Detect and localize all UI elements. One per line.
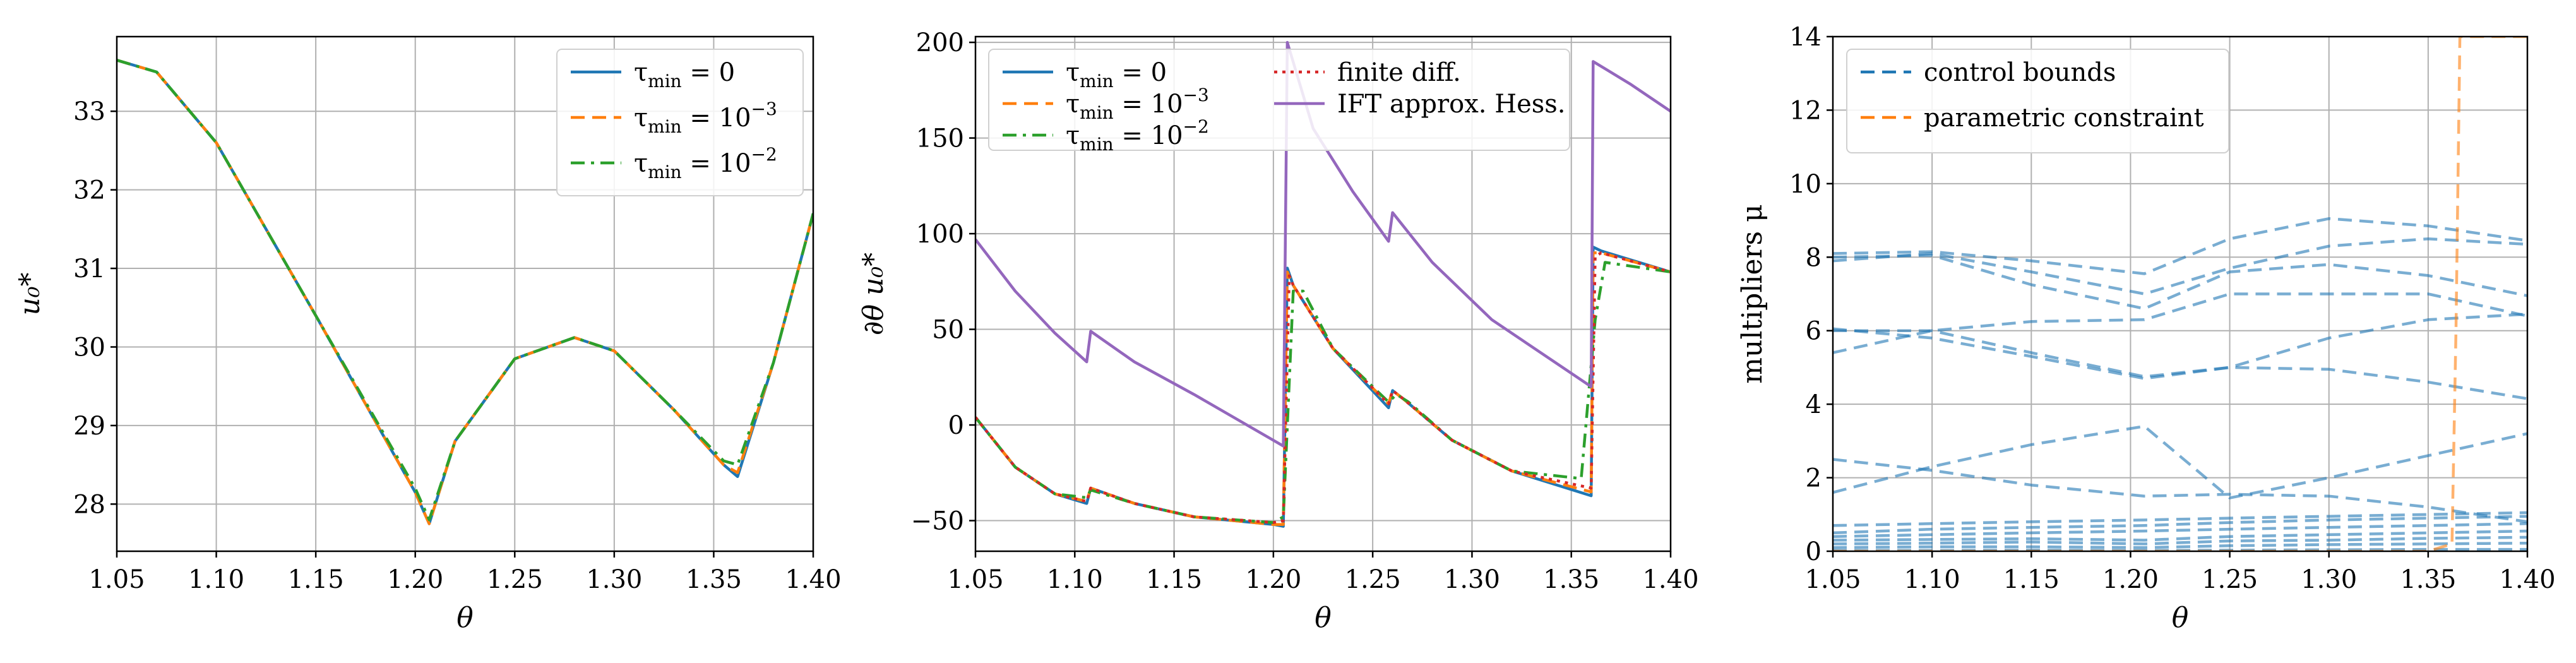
y-tick-label: 0: [948, 411, 964, 440]
y-tick-label: 32: [73, 176, 105, 205]
y-tick-label: 150: [916, 124, 964, 153]
axes-frame: [974, 35, 1672, 552]
y-tick-label: 10: [1789, 170, 1822, 199]
legend-label: finite diff.: [1337, 58, 1461, 87]
x-tick-label: 1.05: [88, 565, 145, 594]
series-line-3: [117, 59, 813, 522]
legend-label: τmin = 10−2: [634, 144, 777, 182]
series-line-2: [1833, 237, 2527, 296]
x-tick-label: 1.30: [586, 565, 642, 594]
x-tick-label: 1.35: [2400, 565, 2456, 594]
x-tick-label: 1.35: [1543, 565, 1599, 594]
series-line-5: [1833, 313, 2527, 380]
legend-label: τmin = 10−3: [634, 99, 777, 137]
y-tick-label: 31: [73, 254, 105, 284]
x-tick-label: 1.10: [188, 565, 244, 594]
x-tick-label: 1.25: [487, 565, 543, 594]
legend-box: [988, 49, 1570, 151]
series-line-8: [1833, 458, 2527, 523]
series-group: [117, 59, 813, 525]
panel-2: 1.05 1.10 1.15 1.20 1.25 1.30 1.35 1.40 −50 0 50 10…: [857, 28, 1699, 634]
x-axis-label: θ: [1315, 602, 1332, 634]
y-tick-label: 30: [73, 333, 105, 362]
series-line-2: [975, 251, 1671, 526]
y-tick-label: 28: [73, 490, 105, 519]
series-line-12: [1833, 529, 2527, 542]
y-tick-label: 200: [916, 28, 964, 57]
legend-label: τmin = 0: [634, 58, 735, 92]
series-line-6: [1833, 329, 2527, 400]
x-tick-label: 1.05: [947, 565, 1003, 594]
series-line-3: [975, 261, 1671, 524]
series-line-1: [1833, 217, 2527, 275]
panel-3: 1.05 1.10 1.15 1.20 1.25 1.30 1.35 1.40 0 2 4 6 8 10 1…: [1736, 23, 2556, 634]
y-tick-label: 4: [1806, 390, 1822, 419]
x-tick-label: 1.30: [1444, 565, 1500, 594]
x-tick-label: 1.35: [686, 565, 742, 594]
x-tick-label: 1.15: [2003, 565, 2060, 594]
y-tick-label: 2: [1806, 464, 1822, 493]
x-tick-label: 1.20: [1245, 565, 1301, 594]
x-tick-label: 1.20: [387, 565, 443, 594]
series-line-7: [1833, 424, 2527, 499]
series-line-10: [1833, 515, 2527, 535]
y-tick-label: 6: [1806, 317, 1822, 346]
legend: τmin = 0 τmin = 10−3 τmin = 10−2: [556, 49, 804, 196]
x-tick-label: 1.15: [1146, 565, 1202, 594]
series-line-3: [1833, 254, 2527, 311]
legend-box: [556, 49, 804, 196]
y-tick-label: 14: [1789, 23, 1822, 52]
y-axis-label: ∂θ u₀*: [857, 253, 890, 335]
panel-1: 1.05 1.10 1.15 1.20 1.25 1.30 1.35 1.40 28 29 30 31…: [14, 35, 842, 634]
x-tick-label: 1.40: [785, 565, 841, 594]
x-axis-label: θ: [456, 602, 474, 634]
legend-box: [1846, 49, 2229, 153]
x-tick-label: 1.40: [2499, 565, 2555, 594]
y-tick-label: −50: [911, 507, 964, 536]
legend-label: control bounds: [1924, 58, 2116, 87]
y-tick-label: 33: [73, 97, 105, 126]
x-tick-label: 1.25: [2202, 565, 2258, 594]
series-line-11: [1833, 522, 2527, 538]
series-line-14: [1833, 541, 2527, 549]
x-tick-label: 1.15: [288, 565, 344, 594]
x-tick-label: 1.30: [2301, 565, 2357, 594]
legend-label: parametric constraint: [1924, 104, 2204, 133]
x-tick-label: 1.25: [1345, 565, 1401, 594]
series-line-1: [975, 246, 1671, 528]
y-axis-label: u₀*: [14, 273, 46, 316]
legend: control bounds parametric constraint: [1846, 49, 2229, 153]
series-line-4: [975, 251, 1671, 524]
y-tick-label: 50: [932, 316, 964, 345]
legend-label: τmin = 10−3: [1066, 85, 1209, 123]
axes-frame: [1832, 35, 2529, 552]
y-tick-label: 100: [916, 220, 964, 249]
y-tick-label: 8: [1806, 243, 1822, 272]
y-tick-label: 29: [73, 412, 105, 441]
x-axis-label: θ: [2172, 602, 2189, 634]
x-tick-label: 1.10: [1904, 565, 1960, 594]
y-axis-label: multipliers μ: [1736, 204, 1768, 383]
series-line-4: [1833, 292, 2527, 354]
x-tick-label: 1.20: [2102, 565, 2159, 594]
series-line-9: [1833, 511, 2527, 527]
x-tick-label: 1.10: [1047, 565, 1103, 594]
legend-label: τmin = 0: [1066, 58, 1167, 92]
y-tick-label: 0: [1806, 537, 1822, 566]
series-group: [1833, 37, 2527, 551]
x-tick-label: 1.40: [1642, 565, 1698, 594]
series-line-13: [1833, 535, 2527, 546]
y-tick-label: 12: [1789, 96, 1822, 125]
legend-label: IFT approx. Hess.: [1337, 90, 1566, 119]
legend-label: τmin = 10−2: [1066, 116, 1209, 155]
x-tick-label: 1.05: [1804, 565, 1861, 594]
axes-frame: [116, 35, 814, 552]
